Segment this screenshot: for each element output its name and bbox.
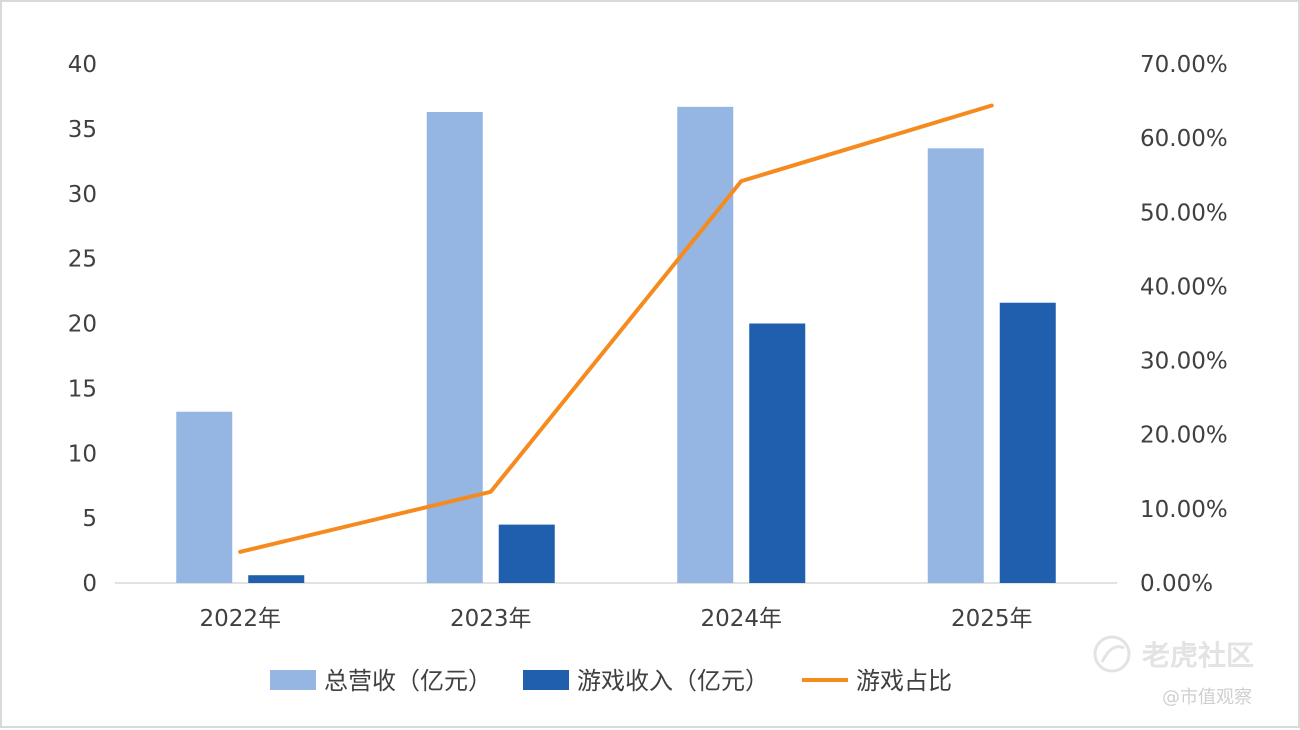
right-axis-tick-label: 40.00% (1140, 274, 1228, 300)
bar-total-revenue (176, 411, 233, 583)
right-axis-tick-label: 70.00% (1140, 52, 1228, 78)
legend-label: 游戏收入（亿元） (577, 667, 769, 695)
left-axis-tick-label: 25 (68, 247, 97, 273)
watermark-brand: 老虎社区 (1142, 639, 1254, 672)
right-axis-tick-label: 20.00% (1140, 423, 1228, 449)
watermark: 老虎社区 @市值观察 (1093, 635, 1254, 708)
left-axis-tick-label: 10 (68, 441, 97, 467)
bar-game-revenue (999, 302, 1056, 583)
left-axis-tick-label: 20 (68, 312, 97, 338)
legend: 总营收（亿元） 游戏收入（亿元） 游戏占比 (270, 667, 952, 695)
bar-total-revenue (426, 112, 483, 583)
legend-label: 总营收（亿元） (324, 667, 492, 695)
bar-game-revenue (498, 524, 555, 583)
bar-game-revenue (248, 575, 305, 583)
tiger-logo-icon (1093, 635, 1131, 673)
bar-total-revenue (927, 148, 984, 583)
x-axis-category-label: 2022年 (199, 606, 281, 632)
x-axis-category-label: 2024年 (700, 606, 782, 632)
left-axis-tick-label: 35 (68, 117, 97, 143)
left-axis-ticks: 0 5 10 15 20 25 30 35 40 (68, 52, 97, 597)
left-axis-tick-label: 0 (82, 571, 97, 597)
x-axis-category-label: 2023年 (450, 606, 532, 632)
left-axis-tick-label: 5 (82, 506, 97, 532)
legend-swatch (523, 670, 569, 690)
right-axis-tick-label: 50.00% (1140, 200, 1228, 226)
left-axis-tick-label: 40 (68, 52, 97, 78)
x-axis-category-label: 2025年 (951, 606, 1033, 632)
right-axis-tick-label: 30.00% (1140, 349, 1228, 375)
legend-label: 游戏占比 (856, 667, 952, 695)
bars (176, 106, 1056, 583)
right-axis-tick-label: 60.00% (1140, 126, 1228, 152)
left-axis-tick-label: 30 (68, 182, 97, 208)
game-ratio-line (238, 103, 994, 554)
left-axis-tick-label: 15 (68, 376, 97, 402)
right-axis-tick-label: 10.00% (1140, 497, 1228, 523)
tiger-logo-stroke (1100, 645, 1125, 663)
bar-game-revenue (749, 323, 806, 583)
x-axis-categories: 2022年 2023年 2024年 2025年 (199, 606, 1032, 632)
watermark-source: @市值观察 (1162, 687, 1252, 708)
legend-swatch (270, 670, 316, 690)
bar-total-revenue (677, 106, 734, 583)
right-axis-ticks: 0.00% 10.00% 20.00% 30.00% 40.00% 50.00% 60.00… (1140, 52, 1228, 597)
ratio-line (238, 103, 994, 554)
right-axis-tick-label: 0.00% (1140, 571, 1213, 597)
